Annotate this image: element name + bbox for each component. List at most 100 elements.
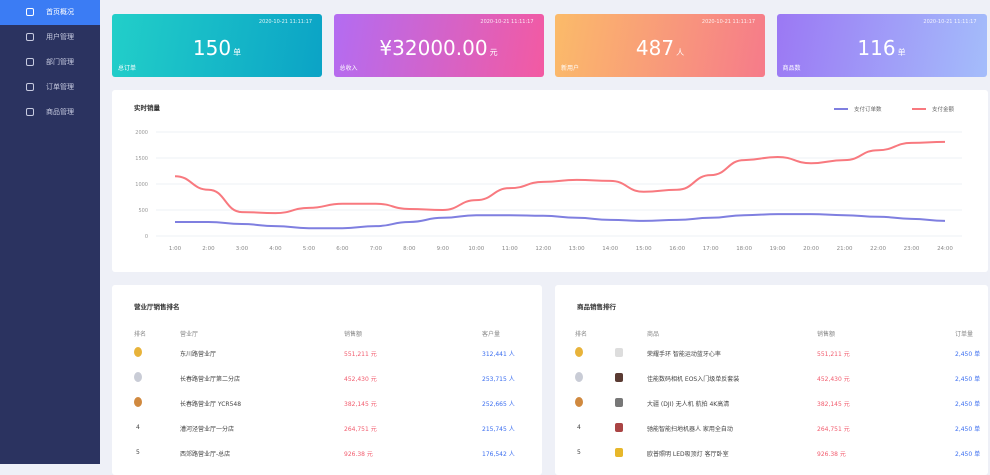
name: 欧普照明 LED吸顶灯 客厅卧室 <box>647 451 729 458</box>
table-row: 荣耀手环 智能运动蓝牙心率 551,211 元 2,450 单 <box>555 343 988 363</box>
nav-icon <box>26 58 34 66</box>
medal-icon <box>134 347 142 357</box>
product-icon <box>615 448 623 457</box>
series-line <box>174 140 946 215</box>
x-tick-label: 24:00 <box>937 246 953 252</box>
x-tick-label: 10:00 <box>468 246 484 252</box>
name: 荣耀手环 智能运动蓝牙心率 <box>647 351 721 358</box>
stat-value: 150 单 <box>112 36 322 60</box>
stat-label: 商品数 <box>782 65 801 72</box>
stat-unit: 单 <box>897 48 906 57</box>
sales: 452,430 元 <box>817 376 850 383</box>
stat-value: 116 单 <box>777 36 987 60</box>
product-icon <box>615 373 623 382</box>
stat-card: 2020-10-21 11:11:17 487 人新用户 <box>555 14 765 77</box>
stat-unit: 元 <box>489 48 498 57</box>
nav-icon <box>26 108 34 116</box>
x-tick-label: 20:00 <box>803 246 819 252</box>
name: 东川路营业厅 <box>180 351 217 358</box>
nav-icon <box>26 83 34 91</box>
name: 长春路营业厅 YCR548 <box>180 401 242 408</box>
nav-item[interactable]: 订单管理 <box>0 75 100 100</box>
sales: 264,751 元 <box>817 426 850 433</box>
y-tick-label: 2000 <box>135 130 148 136</box>
table-row: 佳能数码相机 EOS入门级单反套装 452,430 元 2,450 单 <box>555 368 988 388</box>
legend-label: 支付金额 <box>932 105 955 113</box>
x-tick-label: 5:00 <box>303 246 316 252</box>
table-header: 排名 商品 销售额 订单量 <box>555 323 988 343</box>
table-row: 5 西郊路营业厅-总店 926.38 元 176,542 人 <box>112 443 542 463</box>
table-title: 商品销售排行 <box>577 303 616 311</box>
line-chart: 实时销量 0 500 1000 1500 2000 1:00 2:00 3:00 4:00 5:0… <box>134 103 962 252</box>
name: 佳能数码相机 EOS入门级单反套装 <box>647 376 740 383</box>
column-header: 排名 <box>134 331 147 338</box>
x-tick-label: 17:00 <box>703 246 719 252</box>
count: 312,441 人 <box>482 351 515 358</box>
x-tick-label: 12:00 <box>535 246 551 252</box>
y-tick-label: 0 <box>145 234 148 240</box>
medal-icon <box>575 372 583 382</box>
x-tick-label: 2:00 <box>202 246 215 252</box>
name: 驰能智能扫地机器人 家用全自动 <box>647 426 733 433</box>
column-header: 销售额 <box>817 331 836 338</box>
count: 253,715 人 <box>482 376 515 383</box>
stat-number: 150 <box>192 36 232 60</box>
nav-item[interactable]: 部门管理 <box>0 50 100 75</box>
rank: 4 <box>577 424 581 431</box>
x-tick-label: 14:00 <box>602 246 618 252</box>
sales: 926.38 元 <box>344 451 373 458</box>
x-tick-label: 7:00 <box>370 246 383 252</box>
rank: 5 <box>136 449 140 456</box>
x-tick-label: 8:00 <box>403 246 416 252</box>
stat-card: 2020-10-21 11:11:17 ¥32000.00 元总收入 <box>333 14 544 77</box>
table-row: 长春路营业厅 YCR548 382,145 元 252,665 人 <box>112 393 542 413</box>
nav-item[interactable]: 商品管理 <box>0 100 100 125</box>
medal-icon <box>575 347 583 357</box>
nav-item[interactable]: 首页概况 <box>0 0 100 25</box>
product-icon <box>615 398 623 407</box>
name: 西郊路营业厅-总店 <box>180 451 231 458</box>
x-tick-label: 18:00 <box>736 246 752 252</box>
stat-unit: 单 <box>233 48 242 57</box>
stat-number: 487 <box>635 36 675 60</box>
column-header: 订单量 <box>955 331 974 338</box>
nav-item[interactable]: 用户管理 <box>0 25 100 50</box>
table-header: 排名 营业厅 销售额 客户量 <box>112 323 542 343</box>
sales: 264,751 元 <box>344 426 377 433</box>
count: 252,665 人 <box>482 401 515 408</box>
x-tick-label: 16:00 <box>669 246 685 252</box>
count: 2,450 单 <box>955 351 981 358</box>
count: 2,450 单 <box>955 451 981 458</box>
table-row: 长春路营业厅第二分店 452,430 元 253,715 人 <box>112 368 542 388</box>
sales: 551,211 元 <box>344 351 377 358</box>
table-title: 营业厅销售排名 <box>134 303 180 311</box>
count: 2,450 单 <box>955 426 981 433</box>
sales: 382,145 元 <box>344 401 377 408</box>
name: 长春路营业厅第二分店 <box>180 376 241 383</box>
count: 2,450 单 <box>955 401 981 408</box>
count: 176,542 人 <box>482 451 515 458</box>
table-row: 4 驰能智能扫地机器人 家用全自动 264,751 元 2,450 单 <box>555 418 988 438</box>
stat-number: 116 <box>857 36 896 60</box>
sales: 551,211 元 <box>817 351 850 358</box>
y-tick-label: 500 <box>138 208 148 214</box>
x-tick-label: 11:00 <box>502 246 518 252</box>
table-row: 东川路营业厅 551,211 元 312,441 人 <box>112 343 542 363</box>
count: 2,450 单 <box>955 376 981 383</box>
x-tick-label: 3:00 <box>236 246 249 252</box>
table-panel: 营业厅销售排名 排名 营业厅 销售额 客户量 东川路营业厅 551,211 元 312,441… <box>112 285 542 475</box>
nav-icon <box>26 8 34 16</box>
sales: 452,430 元 <box>344 376 377 383</box>
stat-value: ¥32000.00 元 <box>334 36 544 60</box>
y-tick-label: 1500 <box>135 156 148 162</box>
column-header: 营业厅 <box>180 331 199 338</box>
stat-label: 总收入 <box>339 65 358 72</box>
name: 漕河泾营业厅一分店 <box>180 426 235 433</box>
legend-label: 支付订单数 <box>854 105 882 113</box>
x-tick-label: 9:00 <box>437 246 450 252</box>
rank: 4 <box>136 424 140 431</box>
count: 215,745 人 <box>482 426 515 433</box>
chart-title: 实时销量 <box>134 103 161 112</box>
sales: 926.38 元 <box>817 451 846 458</box>
